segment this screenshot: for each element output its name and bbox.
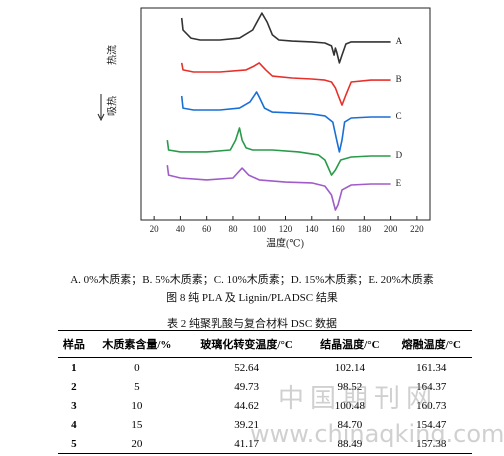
table-cell: 164.37 — [416, 380, 447, 393]
dsc-curve — [180, 12, 391, 64]
x-tick-label: 180 — [358, 224, 372, 234]
x-tick-label: 60 — [202, 224, 212, 234]
figure-caption: 图 8 纯 PLA 及 Lignin/PLADSC 结果 — [166, 292, 338, 304]
y-label-top: 热流 — [105, 45, 118, 65]
dsc-chart: 温度(℃) 热流 吸热 20 40 60 80 100 120 140 160 180 200 22… — [97, 7, 431, 249]
dsc-curve — [180, 62, 391, 106]
dsc-curve — [180, 91, 391, 153]
table-cell: 5 — [71, 437, 77, 450]
table-cell: 84.70 — [337, 418, 363, 431]
table-cell: 3 — [71, 399, 77, 412]
header-cell: 样品 — [58, 330, 90, 358]
table-row: 2 5 49.73 98.52 164.37 — [58, 377, 472, 396]
table-cell: 98.52 — [337, 380, 363, 393]
header-cell: 木质素含量/% — [89, 330, 185, 358]
endo-arrow-head — [97, 113, 105, 122]
dsc-curve — [166, 127, 391, 176]
table-cell: 41.17 — [234, 437, 259, 450]
series-label: A — [396, 36, 403, 46]
x-tick-label: 120 — [279, 224, 293, 234]
series-label: C — [396, 111, 402, 121]
table-cell: 52.64 — [234, 361, 259, 374]
data-table: 样品 木质素含量/% 玻璃化转变温度/°C 结晶温度/°C 熔融温度/°C 1 0 52.64… — [58, 330, 472, 454]
table-cell: 20 — [131, 437, 143, 450]
table-cell: 49.73 — [234, 380, 259, 393]
table-row: 3 10 44.62 100.48 160.73 — [58, 396, 472, 415]
series-label: B — [396, 74, 402, 84]
x-tick-label: 220 — [410, 224, 424, 234]
table-cell: 160.73 — [416, 399, 447, 412]
table-cell: 39.21 — [234, 418, 259, 431]
x-tick-label: 200 — [384, 224, 398, 234]
table-row: 5 20 41.17 88.49 157.38 — [58, 434, 472, 454]
header-cell: 结晶温度/°C — [309, 330, 391, 358]
series-label: D — [396, 150, 403, 160]
table-cell: 2 — [71, 380, 77, 393]
table-cell: 161.34 — [416, 361, 447, 374]
x-tick-label: 40 — [176, 224, 186, 234]
y-label-bottom: 吸热 — [105, 96, 118, 116]
table-cell: 100.48 — [334, 399, 365, 412]
series-label: E — [396, 178, 402, 188]
x-tick-label: 140 — [305, 224, 319, 234]
table-cell: 0 — [134, 361, 140, 374]
table-title: 表 2 纯聚乳酸与复合材料 DSC 数据 — [167, 318, 337, 330]
table-cell: 44.62 — [234, 399, 259, 412]
table-cell: 10 — [131, 399, 143, 412]
table-row: 4 15 39.21 84.70 154.47 — [58, 415, 472, 434]
dsc-curve — [166, 164, 391, 211]
table-cell: 154.47 — [416, 418, 447, 431]
x-tick-label: 80 — [228, 224, 238, 234]
table-cell: 88.49 — [337, 437, 363, 450]
table-row: 1 0 52.64 102.14 161.34 — [58, 358, 472, 378]
table-cell: 4 — [71, 418, 77, 431]
table-cell: 1 — [71, 361, 77, 374]
x-tick-label: 100 — [252, 224, 266, 234]
table-cell: 157.38 — [416, 437, 447, 450]
table-cell: 15 — [131, 418, 143, 431]
table-cell: 102.14 — [334, 361, 365, 374]
x-tick-label: 160 — [331, 224, 345, 234]
header-cell: 熔融温度/°C — [390, 330, 472, 358]
table-cell: 5 — [134, 380, 140, 393]
header-cell: 玻璃化转变温度/°C — [184, 330, 310, 358]
x-tick-label: 20 — [150, 224, 160, 234]
legend-note: A. 0%木质素；B. 5%木质素；C. 10%木质素；D. 15%木质素；E.… — [70, 274, 434, 286]
x-axis-label: 温度(℃) — [266, 236, 304, 249]
